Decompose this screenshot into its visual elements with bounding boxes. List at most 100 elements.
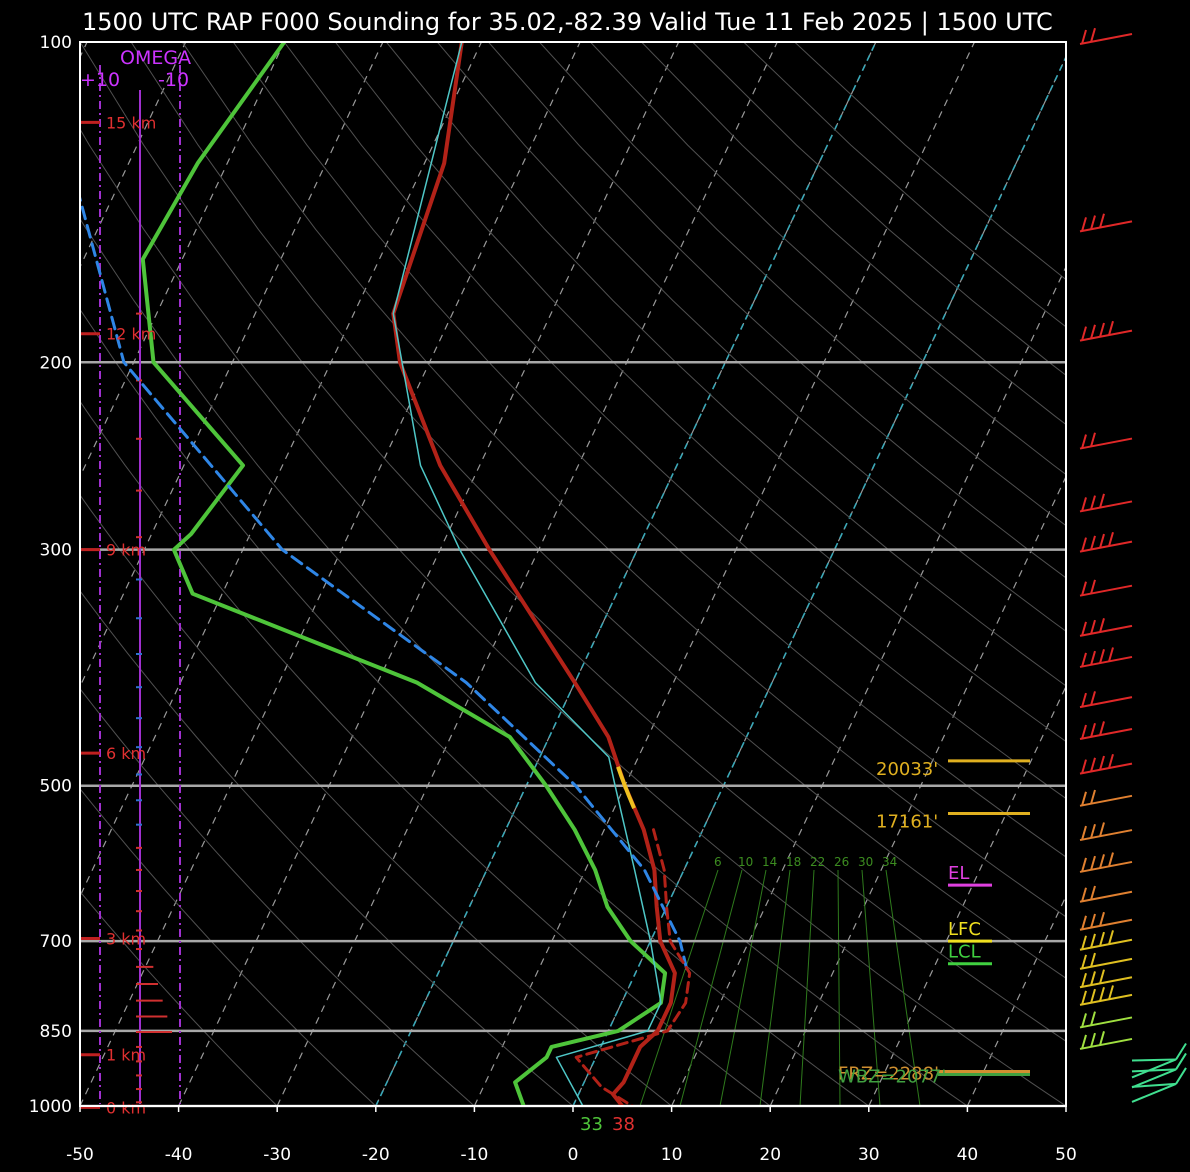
wind-barb	[1079, 647, 1133, 668]
wind-barb-staff	[1079, 794, 1133, 807]
dry-adiabat	[385, 42, 1066, 687]
dry-adiabat	[692, 42, 1066, 376]
height-label: 12 km	[106, 325, 156, 344]
wind-barb-flag	[1099, 755, 1105, 771]
isotherm-line	[966, 894, 1066, 1106]
wind-barb-flag	[1099, 533, 1105, 549]
mixing-ratio-label: 10	[738, 855, 753, 869]
temperature-tick-label: 20	[759, 1145, 781, 1165]
pressure-tick-label: 300	[40, 541, 72, 561]
wind-barb	[1079, 969, 1133, 989]
mixing-ratio-label: 18	[786, 855, 801, 869]
isotherm-line	[178, 42, 680, 1106]
wind-barb	[1079, 985, 1133, 1006]
pressure-tick-label: 100	[40, 33, 72, 53]
level-label: FRZ=2288'	[838, 1063, 939, 1084]
wind-barb-staff	[1079, 829, 1133, 842]
omega-title: OMEGA	[120, 47, 191, 69]
temperature-tick-label: -50	[66, 1145, 94, 1165]
temperature-tick-label: -30	[263, 1145, 291, 1165]
mixing-ratio-line	[799, 869, 815, 1106]
surface-dewpoint-label: 33	[580, 1114, 603, 1135]
wind-barb-staff	[1079, 918, 1133, 931]
wind-barb-staff	[1131, 1058, 1177, 1062]
dry-adiabat	[80, 590, 574, 1106]
mixing-ratio-line	[885, 869, 921, 1106]
dry-adiabat	[539, 42, 1066, 527]
wind-barb-flag	[1081, 1013, 1087, 1028]
mixing-ratio-label: 30	[858, 855, 873, 869]
wind-barb-flag	[1081, 857, 1087, 873]
wind-barb-flag	[1081, 972, 1087, 988]
wind-barb-flag	[1081, 326, 1087, 341]
wind-barb-staff	[1079, 220, 1133, 233]
wind-barb	[1079, 822, 1133, 842]
wind-barb-flag	[1081, 954, 1087, 970]
wind-barb-flag	[1081, 887, 1087, 903]
wind-barb-flag	[1090, 952, 1096, 968]
level-label: EL	[948, 863, 969, 884]
dry-adiabat	[181, 42, 1066, 918]
wind-barb-staff	[1079, 762, 1133, 775]
wind-barb-flag	[1090, 855, 1096, 871]
wind-barb-staff	[1079, 540, 1133, 553]
wind-barb-flag	[1099, 1031, 1105, 1046]
pressure-tick-label: 850	[40, 1022, 72, 1042]
wind-barb-flag	[1081, 434, 1087, 449]
wind-barb-flag	[1090, 691, 1096, 706]
temperature-tick-label: 40	[957, 1145, 979, 1165]
wind-barb-flag	[1090, 432, 1096, 448]
wind-barb-staff	[1079, 584, 1133, 597]
wind-barb-flag	[1081, 1034, 1087, 1050]
height-label: 0 km	[106, 1098, 146, 1117]
wind-barb	[1079, 432, 1133, 450]
wind-barb-flag	[1090, 988, 1096, 1004]
wind-barb-flag	[1090, 324, 1096, 340]
wind-barb	[1079, 320, 1133, 342]
wind-barb-staff	[1079, 938, 1133, 951]
height-label: 9 km	[106, 541, 146, 560]
level-label: LFC	[948, 919, 981, 940]
wind-barb	[1079, 911, 1133, 931]
wind-barb	[1079, 531, 1133, 553]
wind-barb-flag	[1090, 495, 1096, 510]
wind-barb-flag	[1081, 692, 1087, 708]
dry-adiabat	[641, 42, 1066, 426]
wind-barb-staff	[1079, 728, 1133, 741]
sounding-series-line-0	[391, 42, 677, 1106]
wind-barb-flag	[1081, 935, 1087, 951]
level-label: LCL	[948, 942, 981, 963]
isotherm-line	[473, 42, 976, 1106]
wind-barb-flag	[1090, 27, 1096, 43]
wind-barb-staff	[1079, 860, 1133, 873]
wind-barb-flag	[1081, 652, 1087, 668]
wind-barb-flag	[1090, 579, 1096, 595]
wind-barb	[1079, 579, 1133, 597]
wind-barb-flag	[1099, 911, 1105, 927]
wind-barb-staff	[1079, 696, 1133, 709]
wind-barb-flag	[1081, 990, 1087, 1006]
wind-barb-flag	[1081, 29, 1087, 45]
isotherm-line	[80, 42, 581, 1106]
isotherm-line	[80, 42, 483, 898]
isotherm-line	[80, 42, 285, 479]
wind-barb-flag	[1090, 619, 1096, 635]
surface-temperature-label: 38	[612, 1114, 635, 1135]
mixing-ratio-label: 34	[882, 855, 897, 869]
wind-barb-staff	[1079, 890, 1133, 903]
wind-barb-flag	[1099, 649, 1105, 664]
wind-barb-flag	[1090, 722, 1096, 738]
isotherm-line	[1065, 1104, 1066, 1106]
wind-barb-flag	[1099, 822, 1105, 837]
wind-barb-flag	[1090, 789, 1096, 805]
wind-barb	[1131, 1042, 1187, 1079]
isotherm-line	[80, 42, 187, 269]
wind-barb-flag	[1175, 1067, 1187, 1085]
isotherm-line	[80, 42, 384, 688]
dry-adiabat	[283, 42, 1066, 800]
wind-barb-staff	[1079, 957, 1133, 970]
wind-barb-flag	[1090, 971, 1096, 986]
wind-barb	[1079, 618, 1133, 637]
wind-barb	[1079, 1031, 1133, 1050]
